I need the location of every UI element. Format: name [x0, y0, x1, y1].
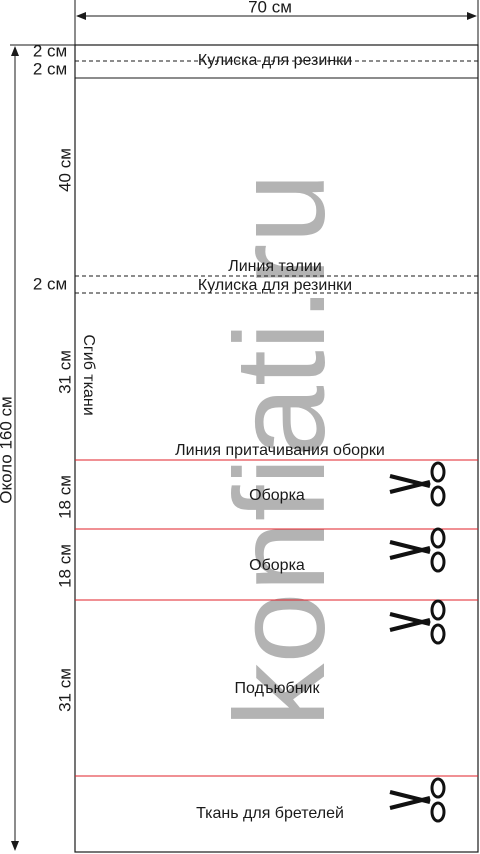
- fold-label: Сгиб ткани: [80, 334, 97, 415]
- casing-label: Кулиска для резинки: [198, 277, 352, 294]
- scissors-icon: [388, 777, 446, 823]
- ruffle-label: Оборка: [249, 487, 305, 504]
- dimension-label: 40 см: [55, 148, 74, 192]
- ruffle-label: Оборка: [249, 557, 305, 574]
- dimension-label: 2 см: [33, 274, 67, 293]
- dimension-label: 18 см: [55, 475, 74, 519]
- dimension-label: 31 см: [55, 350, 74, 394]
- ruffle-line-label: Линия притачивания оборки: [175, 442, 385, 459]
- straps-label: Ткань для бретелей: [196, 805, 344, 822]
- scissors-icon: [388, 527, 446, 573]
- scissors-icon: [388, 599, 446, 645]
- scissors-icon: [388, 461, 446, 507]
- watermark: konfiati.ru: [209, 173, 352, 728]
- dimension-label: 18 см: [55, 544, 74, 588]
- casing-label: Кулиска для резинки: [198, 52, 352, 69]
- dimension-label: 2 см: [33, 59, 67, 78]
- waist-label: Линия талии: [228, 258, 322, 275]
- height-label: Около 160 см: [0, 396, 15, 504]
- underskirt-label: Подъюбник: [235, 680, 321, 697]
- dimension-label: 2 см: [33, 41, 67, 60]
- dimension-label: 31 см: [55, 668, 74, 712]
- fabric-outline: [74, 44, 479, 853]
- width-label: 70 см: [248, 0, 292, 16]
